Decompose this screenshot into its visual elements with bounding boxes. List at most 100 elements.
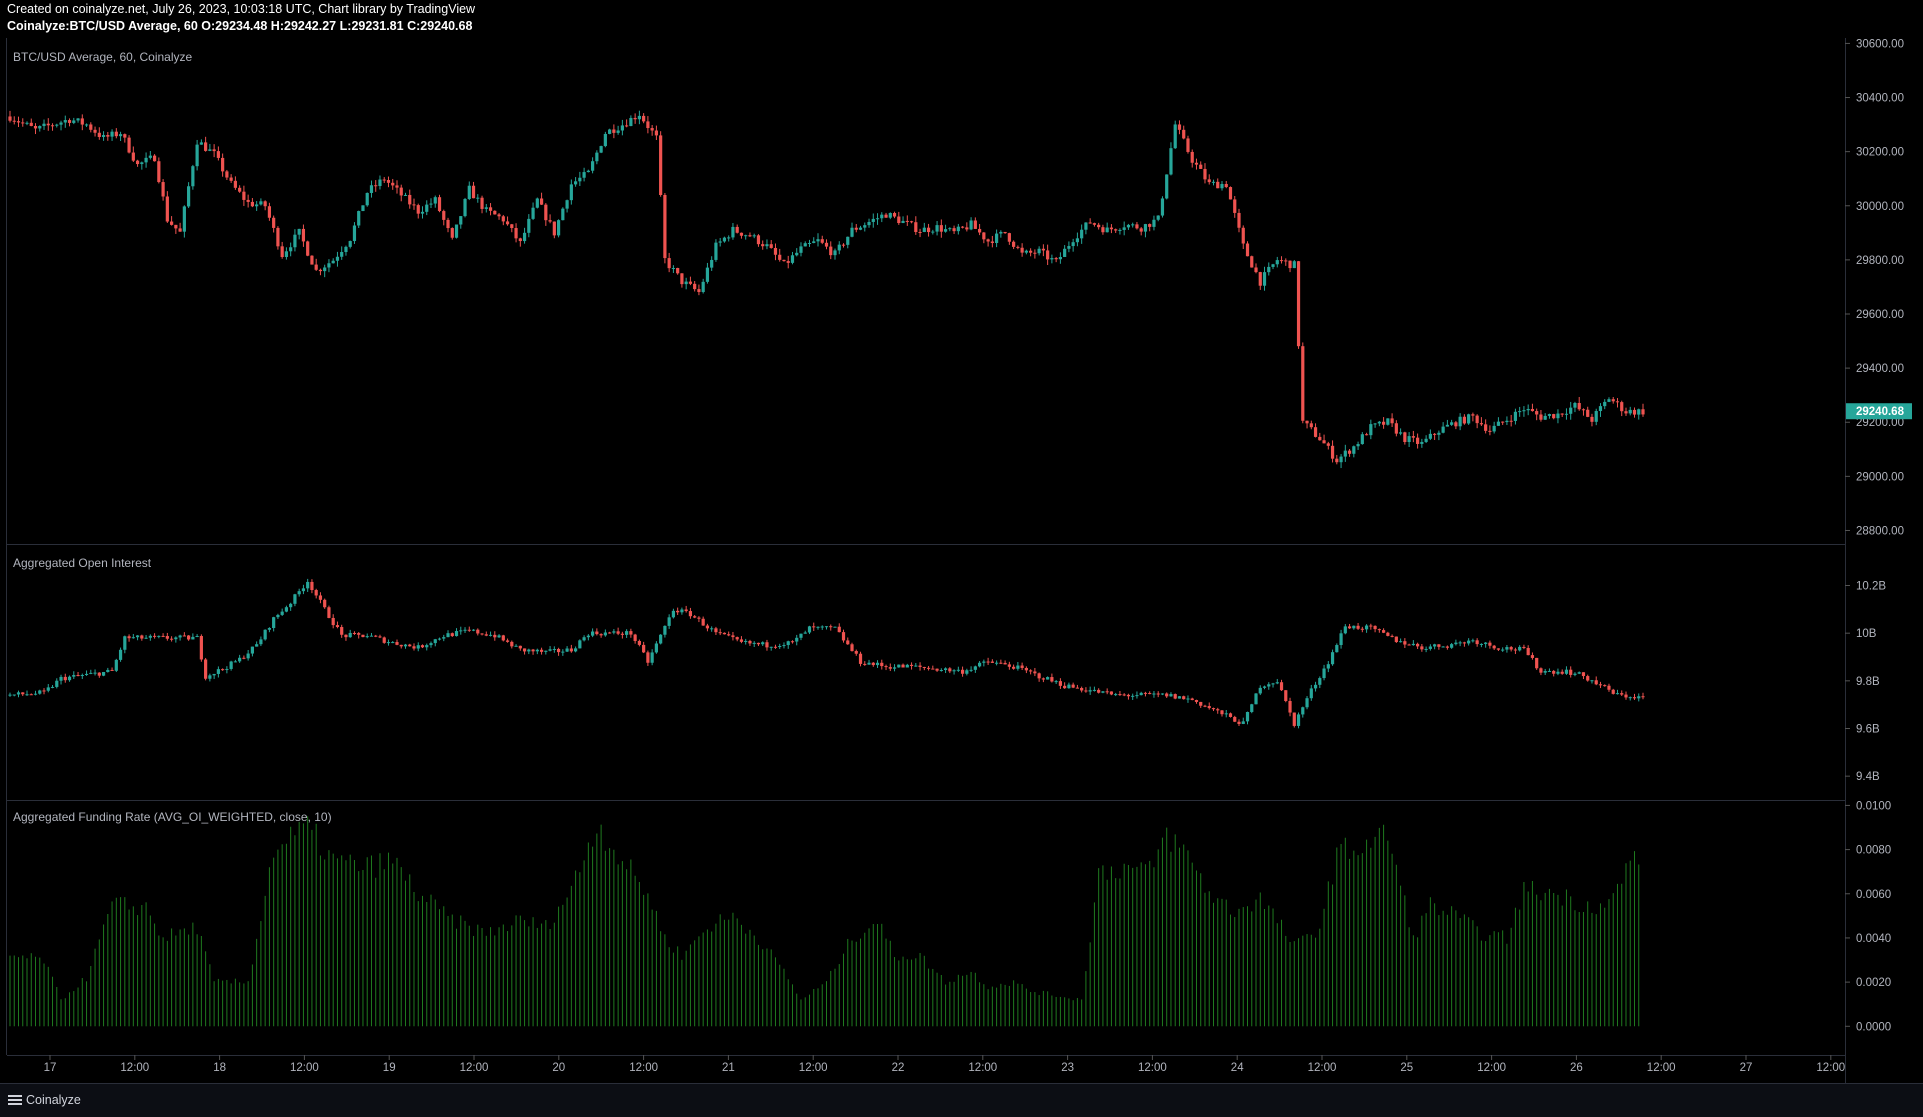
candle-body bbox=[1301, 346, 1305, 421]
candle-body bbox=[816, 239, 820, 242]
candle-body bbox=[80, 675, 84, 677]
candle-body bbox=[8, 116, 12, 121]
candle-body bbox=[1632, 409, 1637, 415]
candle-body bbox=[1228, 187, 1233, 200]
candle-body bbox=[1543, 671, 1547, 673]
candle-body bbox=[837, 244, 841, 251]
candle-body bbox=[187, 186, 191, 207]
candle-body bbox=[38, 126, 42, 129]
candle-body bbox=[833, 250, 837, 256]
candle-body bbox=[1309, 423, 1313, 428]
candle-body bbox=[1165, 174, 1169, 199]
last-price-tag bbox=[1846, 403, 1912, 420]
candle-body bbox=[922, 666, 926, 668]
y-tick-label: 0.0060 bbox=[1856, 889, 1891, 901]
candle-body bbox=[795, 637, 799, 642]
candle-body bbox=[310, 255, 314, 265]
candle-body bbox=[437, 197, 442, 212]
candle-body bbox=[948, 668, 952, 672]
candle-body bbox=[1084, 690, 1088, 692]
candle-body bbox=[599, 146, 603, 153]
candle-body bbox=[1560, 413, 1564, 415]
menu-icon[interactable] bbox=[8, 1095, 22, 1106]
last-price-value: 29240.68 bbox=[1856, 406, 1905, 418]
candle-body bbox=[1241, 227, 1245, 244]
candle-body bbox=[84, 124, 89, 126]
candle-body bbox=[701, 281, 705, 293]
candle-body bbox=[480, 633, 484, 635]
candle-body bbox=[450, 633, 454, 637]
candle-body bbox=[204, 659, 208, 679]
candle-body bbox=[118, 134, 123, 137]
candle-body bbox=[1097, 689, 1101, 693]
candle-body bbox=[225, 171, 229, 178]
candle-body bbox=[761, 244, 765, 247]
candle-body bbox=[935, 668, 939, 671]
candle-body bbox=[101, 135, 106, 138]
chart-canvas[interactable]: 30600.00 30400.00 30200.00 30000.00 29800.00… bbox=[0, 0, 1923, 1083]
candle-body bbox=[1399, 432, 1403, 434]
candle-body bbox=[1101, 227, 1105, 233]
candle-body bbox=[854, 227, 858, 230]
candle-body bbox=[165, 636, 169, 639]
y-tick-label: 0.0000 bbox=[1856, 1021, 1891, 1033]
candle-body bbox=[157, 161, 161, 183]
candle-body bbox=[182, 206, 186, 232]
candle-body bbox=[1356, 625, 1360, 629]
candle-body bbox=[1518, 646, 1522, 651]
symbol-label: Coinalyze:BTC/USD Average, 60 bbox=[7, 19, 198, 33]
candle-body bbox=[1347, 626, 1352, 629]
y-tick-label: 0.0020 bbox=[1856, 977, 1891, 989]
candle-body bbox=[369, 185, 374, 193]
candle-body bbox=[12, 694, 16, 696]
candle-body bbox=[493, 210, 497, 215]
candle-body bbox=[1224, 183, 1228, 188]
candle-body bbox=[999, 231, 1003, 234]
x-tick-label: 12:00 bbox=[120, 1062, 149, 1074]
footer-brand[interactable]: Coinalyze bbox=[26, 1093, 81, 1107]
close-value: 29240.68 bbox=[420, 19, 473, 33]
candle-body bbox=[314, 264, 318, 270]
candle-body bbox=[820, 239, 824, 243]
x-tick-label: 12:00 bbox=[968, 1062, 997, 1074]
candle-body bbox=[1318, 436, 1322, 441]
candle-body bbox=[765, 642, 769, 648]
candle-body bbox=[663, 625, 667, 635]
candle-body bbox=[969, 220, 973, 230]
candle-body bbox=[591, 631, 595, 636]
candle-body bbox=[233, 180, 237, 188]
candle-body bbox=[1445, 424, 1449, 427]
candle-body bbox=[535, 198, 539, 208]
candle-body bbox=[1590, 416, 1594, 422]
x-tick-label: 23 bbox=[1061, 1062, 1074, 1074]
candle-body bbox=[599, 634, 603, 636]
x-tick-label: 24 bbox=[1231, 1062, 1244, 1074]
candle-body bbox=[195, 636, 199, 638]
candle-body bbox=[50, 686, 55, 688]
candle-body bbox=[101, 671, 106, 676]
candle-body bbox=[965, 227, 969, 230]
candle-body bbox=[952, 228, 956, 232]
candle-body bbox=[323, 599, 327, 608]
candle-body bbox=[535, 649, 539, 652]
candle-body bbox=[701, 618, 705, 626]
candle-body bbox=[573, 648, 578, 652]
candle-body bbox=[378, 179, 382, 187]
candle-body bbox=[1352, 446, 1356, 454]
candle-body bbox=[386, 179, 391, 183]
candle-body bbox=[939, 670, 943, 672]
candle-body bbox=[1394, 423, 1398, 434]
candle-body bbox=[1203, 705, 1207, 707]
candle-body bbox=[484, 207, 488, 209]
candle-body bbox=[731, 226, 735, 238]
candle-body bbox=[756, 235, 761, 245]
candle-body bbox=[199, 636, 203, 660]
candle-body bbox=[246, 653, 250, 659]
candle-body bbox=[306, 581, 310, 589]
candle-body bbox=[846, 640, 850, 645]
candle-body bbox=[514, 645, 518, 647]
candle-body bbox=[463, 199, 467, 217]
candle-body bbox=[493, 634, 497, 638]
candle-body bbox=[1233, 716, 1237, 722]
candle-body bbox=[1352, 625, 1356, 629]
